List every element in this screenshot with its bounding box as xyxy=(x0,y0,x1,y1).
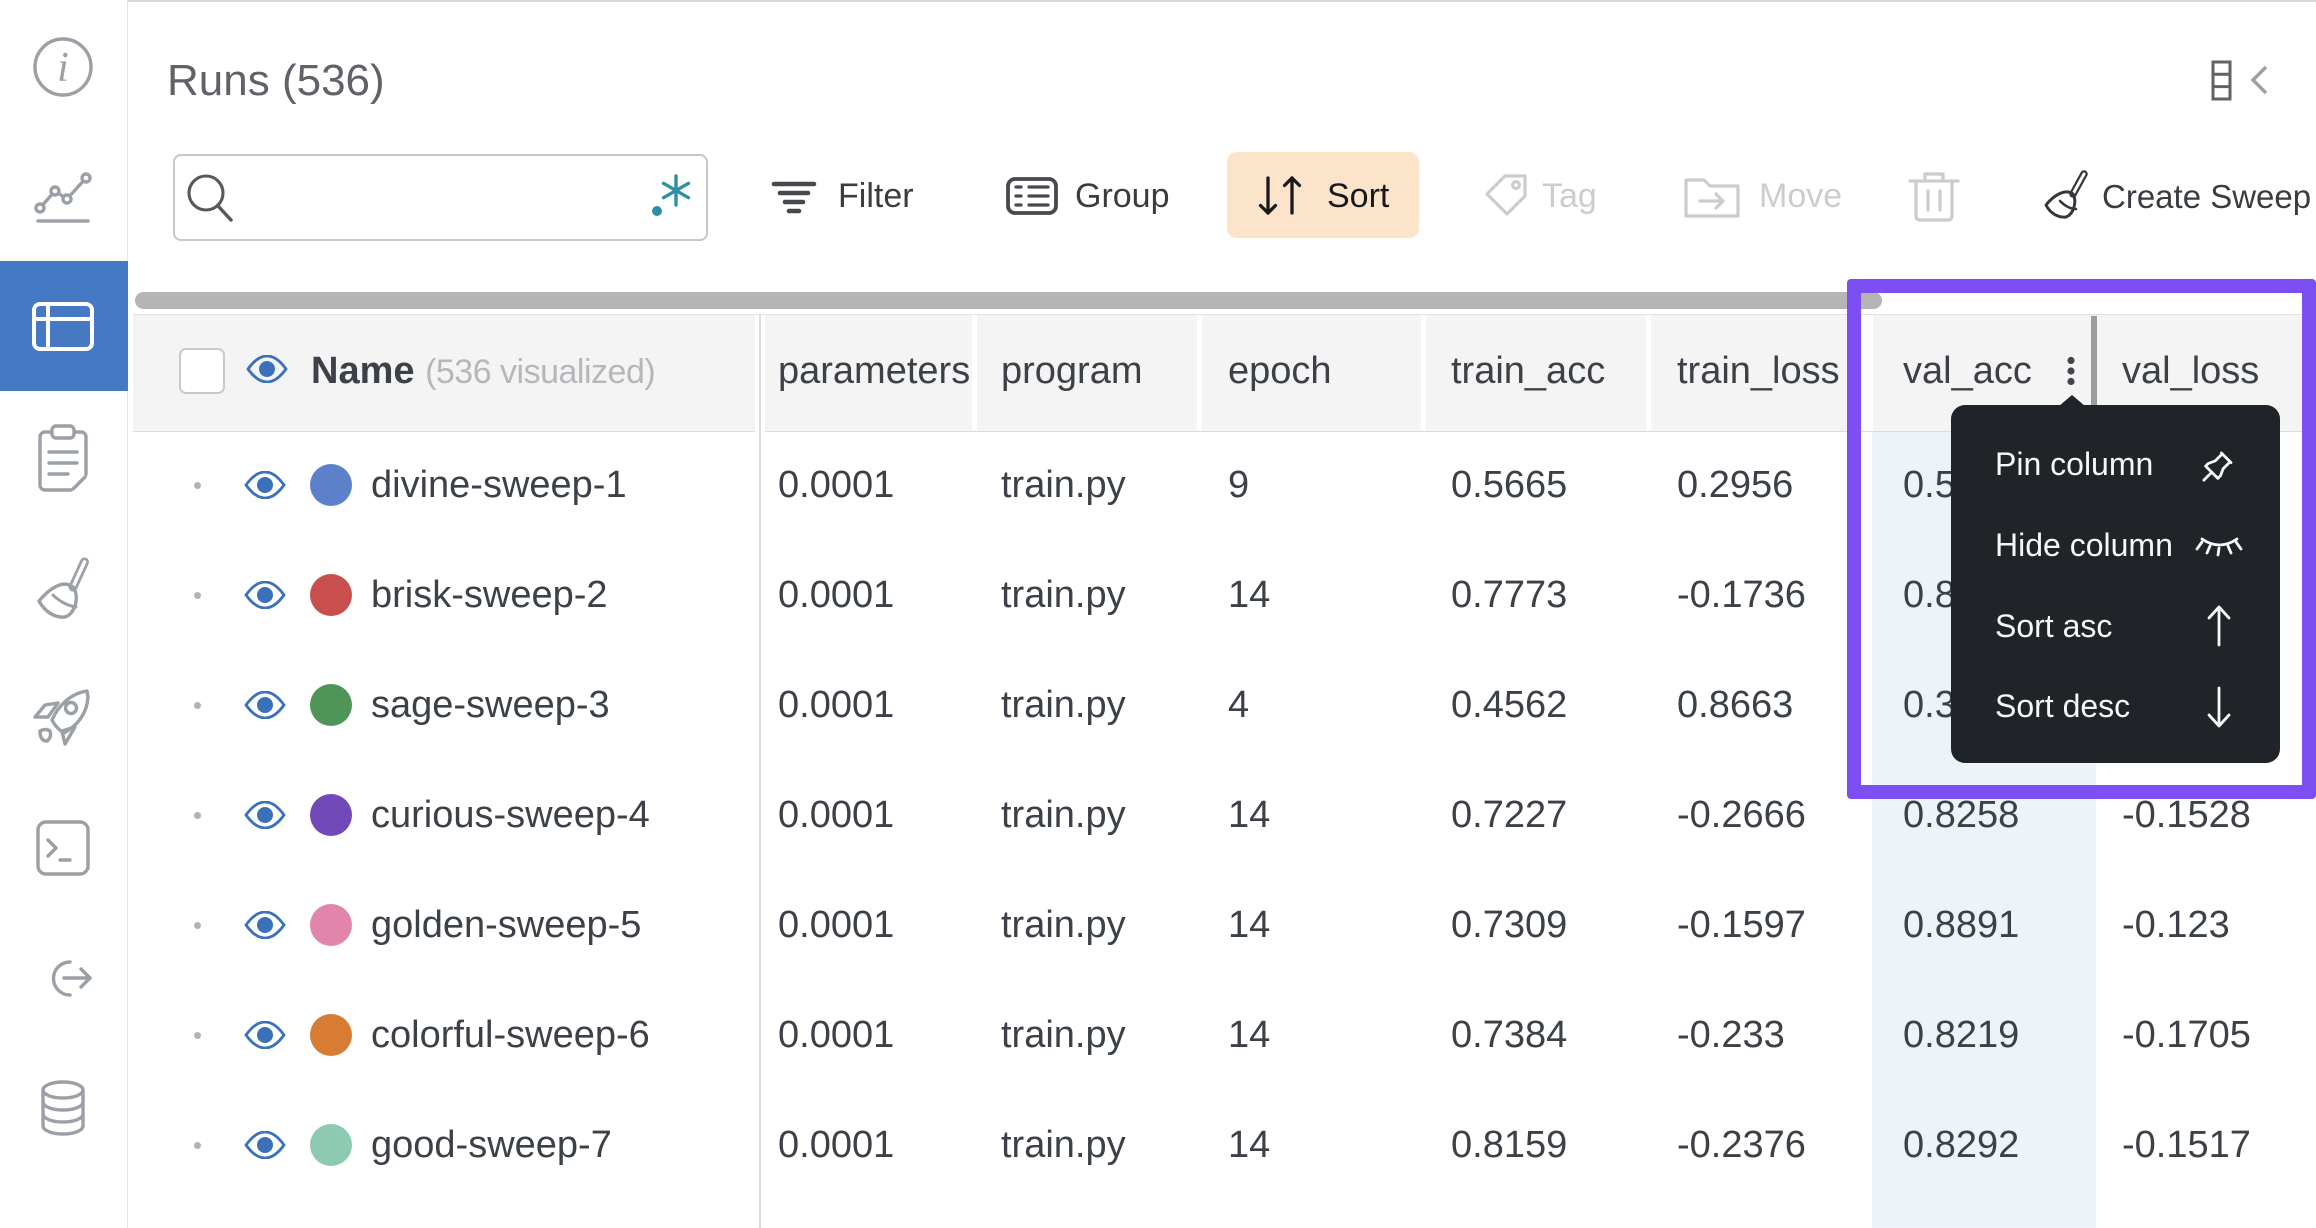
svg-text:i: i xyxy=(57,45,69,91)
